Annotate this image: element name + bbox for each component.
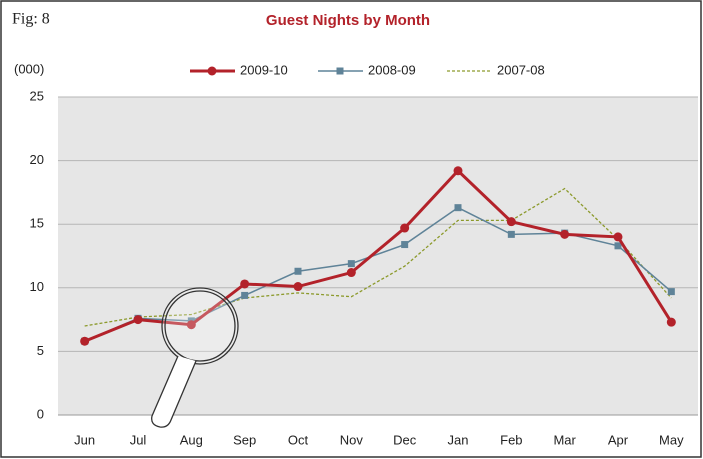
point xyxy=(401,241,409,249)
x-tick-label: Dec xyxy=(393,432,417,447)
point xyxy=(666,317,676,327)
point xyxy=(80,336,90,346)
y-tick-label: 25 xyxy=(30,88,44,103)
y-tick-label: 15 xyxy=(30,216,44,231)
series-line xyxy=(84,187,672,327)
magnifier xyxy=(151,287,239,428)
point xyxy=(560,229,570,239)
x-tick-label: Jun xyxy=(74,432,95,447)
point xyxy=(454,204,462,212)
figure-label: Fig: 8 xyxy=(12,11,50,28)
point xyxy=(240,279,250,289)
point xyxy=(346,268,356,278)
x-tick-label: Mar xyxy=(553,432,576,447)
point xyxy=(241,291,249,299)
point xyxy=(507,230,515,238)
point xyxy=(186,320,196,330)
series-line xyxy=(84,168,673,343)
y-tick-label: 20 xyxy=(30,152,44,167)
point xyxy=(294,267,302,275)
legend-label: 2008-09 xyxy=(368,62,416,77)
y-tick-label: 10 xyxy=(30,279,44,294)
legend-label: 2009-10 xyxy=(240,62,288,77)
x-tick-label: Jan xyxy=(448,432,469,447)
x-tick-label: Feb xyxy=(500,432,522,447)
point xyxy=(453,166,463,176)
y-tick-label: 5 xyxy=(37,343,44,358)
x-tick-label: Sep xyxy=(233,432,256,447)
x-tick-label: Jul xyxy=(130,432,147,447)
point xyxy=(614,242,622,250)
chart-title: Guest Nights by Month xyxy=(266,12,430,29)
point xyxy=(133,315,143,325)
point xyxy=(613,232,623,242)
x-tick-label: Nov xyxy=(340,432,364,447)
x-tick-label: Aug xyxy=(180,432,203,447)
x-tick-label: Apr xyxy=(608,432,629,447)
plot-area xyxy=(58,97,698,415)
legend-marker xyxy=(336,67,344,75)
point xyxy=(667,288,675,296)
point xyxy=(506,217,516,227)
y-tick-label: 0 xyxy=(37,406,44,421)
legend-marker xyxy=(207,66,217,76)
x-tick-label: Oct xyxy=(288,432,309,447)
point xyxy=(400,223,410,233)
y-axis-label: (000) xyxy=(14,61,44,76)
x-tick-label: May xyxy=(659,432,684,447)
point xyxy=(293,282,303,292)
legend-label: 2007-08 xyxy=(497,62,545,77)
point xyxy=(347,260,355,268)
